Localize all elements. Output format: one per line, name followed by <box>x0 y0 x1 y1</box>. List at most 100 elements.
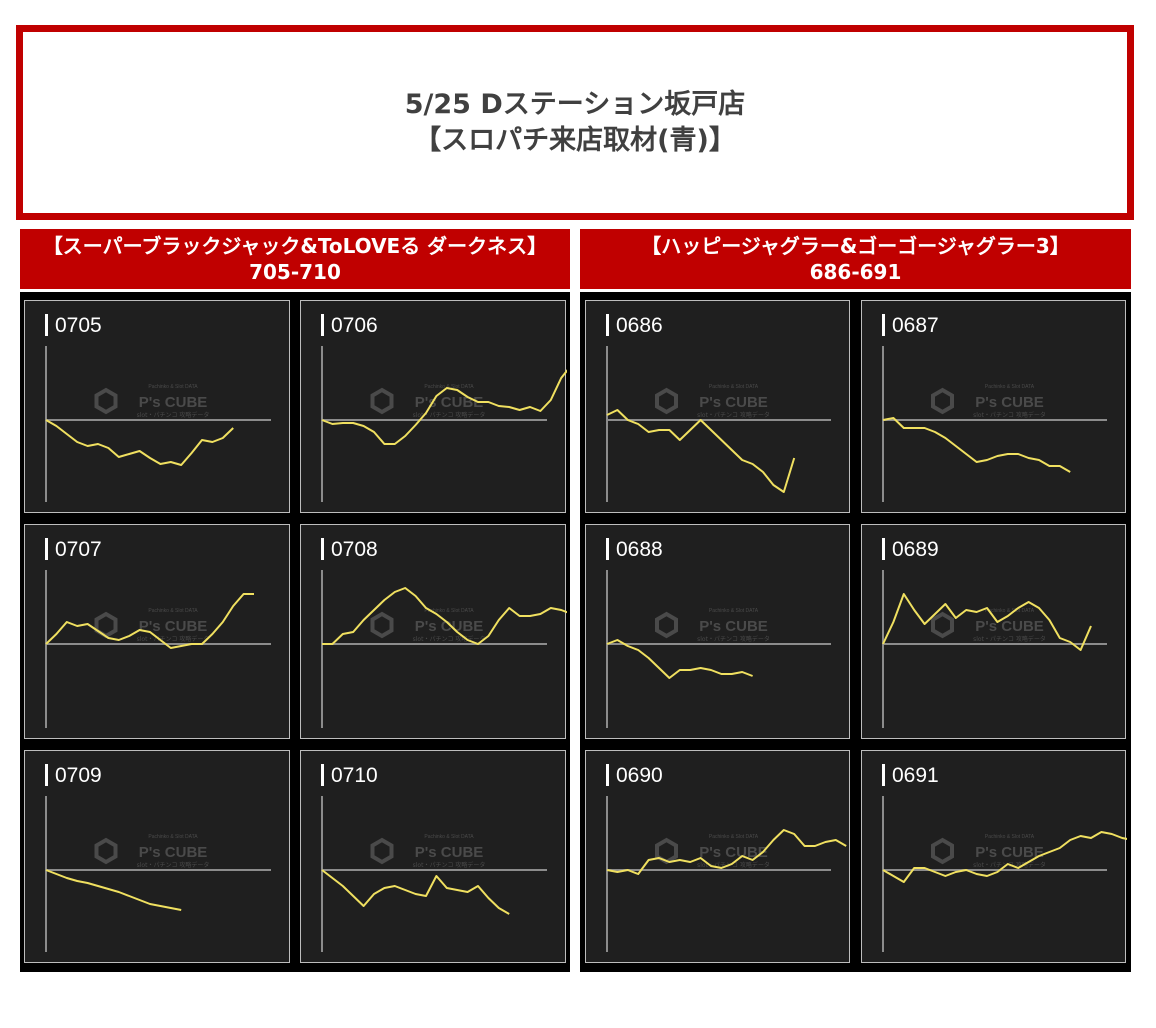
machine-number: 0708 <box>331 538 378 561</box>
chart-panel: Pachinko & Slot DATA P's CUBE slot・パチンコ 攻略… <box>585 300 850 513</box>
cube-logo-icon <box>655 837 678 865</box>
watermark-brand: P's CUBE <box>975 618 1044 635</box>
chart-panel: Pachinko & Slot DATA P's CUBE slot・パチンコ 攻略… <box>585 524 850 739</box>
machine-number: 0705 <box>55 314 102 337</box>
label-marker <box>882 764 885 786</box>
series-line <box>882 593 1092 651</box>
cube-logo-icon <box>370 611 394 639</box>
cube-logo-icon <box>931 387 954 415</box>
watermark-brand: P's CUBE <box>415 618 484 635</box>
cube-logo-icon <box>94 387 118 415</box>
series-line <box>882 417 1071 473</box>
label-marker <box>321 538 324 560</box>
chart-panel: Pachinko & Slot DATA P's CUBE slot・パチンコ 攻略… <box>861 750 1127 963</box>
machine-number: 0707 <box>55 538 102 561</box>
header-title: 5/25 Dステーション坂戸店 <box>404 88 746 120</box>
watermark-sub: slot・パチンコ 攻略データ <box>973 411 1046 419</box>
chart-panel: Pachinko & Slot DATA P's CUBE slot・パチンコ 攻略… <box>24 524 290 739</box>
cube-logo-icon <box>931 611 954 639</box>
cube-logo-icon <box>370 837 394 865</box>
chart-panel: Pachinko & Slot DATA P's CUBE slot・パチンコ 攻略… <box>300 750 566 963</box>
label-marker <box>606 764 609 786</box>
label-marker <box>606 538 609 560</box>
chart-panel: Pachinko & Slot DATA P's CUBE slot・パチンコ 攻略… <box>861 524 1126 739</box>
watermark-sub: slot・パチンコ 攻略データ <box>973 635 1046 643</box>
watermark-sub: slot・パチンコ 攻略データ <box>137 861 210 869</box>
series-line <box>322 587 567 645</box>
label-marker <box>606 314 609 336</box>
machine-number: 0706 <box>331 314 378 337</box>
series-line <box>321 869 510 915</box>
watermark-brand: P's CUBE <box>975 394 1044 411</box>
watermark-small: Pachinko & Slot DATA <box>148 384 198 390</box>
machine-number: 0686 <box>616 314 663 337</box>
watermark-small: Pachinko & Slot DATA <box>985 834 1035 840</box>
series-line <box>606 409 796 493</box>
chart-panel: Pachinko & Slot DATA P's CUBE slot・パチンコ 攻略… <box>24 750 290 963</box>
watermark-sub: slot・パチンコ 攻略データ <box>413 411 486 419</box>
watermark-brand: P's CUBE <box>139 618 208 635</box>
label-marker <box>321 314 324 336</box>
watermark-small: Pachinko & Slot DATA <box>709 834 759 840</box>
watermark-small: Pachinko & Slot DATA <box>985 384 1035 390</box>
chart-panel: Pachinko & Slot DATA P's CUBE slot・パチンコ 攻略… <box>300 524 567 739</box>
watermark-sub: slot・パチンコ 攻略データ <box>697 635 770 643</box>
watermark-brand: P's CUBE <box>415 844 484 861</box>
watermark-sub: slot・パチンコ 攻略データ <box>697 411 770 419</box>
cube-logo-icon <box>655 611 678 639</box>
series-line <box>882 831 1127 883</box>
label-marker <box>882 538 885 560</box>
cube-logo-icon <box>94 837 118 865</box>
group-header-left: 【スーパーブラックジャック&ToLOVEる ダークネス】 705-710 <box>20 229 570 289</box>
series-line <box>606 639 753 679</box>
watermark-brand: P's CUBE <box>139 844 208 861</box>
series-line <box>321 369 567 445</box>
machine-number: 0710 <box>331 764 378 787</box>
watermark-brand: P's CUBE <box>699 394 768 411</box>
label-marker <box>45 314 48 336</box>
group-title: 【スーパーブラックジャック&ToLOVEる ダークネス】 <box>42 234 548 258</box>
group-range: 686-691 <box>809 260 902 284</box>
header-box: 5/25 Dステーション坂戸店 【スロパチ来店取材(青)】 <box>16 25 1134 220</box>
machine-number: 0691 <box>892 764 939 787</box>
machine-number: 0709 <box>55 764 102 787</box>
series-line <box>45 869 182 911</box>
watermark-small: Pachinko & Slot DATA <box>148 834 198 840</box>
machine-number: 0688 <box>616 538 663 561</box>
watermark-small: Pachinko & Slot DATA <box>424 834 474 840</box>
group-range: 705-710 <box>249 260 341 284</box>
label-marker <box>45 538 48 560</box>
watermark-sub: slot・パチンコ 攻略データ <box>137 411 210 419</box>
group-header-right: 【ハッピージャグラー&ゴーゴージャグラー3】 686-691 <box>580 229 1131 289</box>
series-line <box>606 829 847 875</box>
watermark-small: Pachinko & Slot DATA <box>709 384 759 390</box>
chart-panel: Pachinko & Slot DATA P's CUBE slot・パチンコ 攻略… <box>24 300 290 513</box>
machine-number: 0687 <box>892 314 939 337</box>
watermark-brand: P's CUBE <box>699 618 768 635</box>
header-subtitle: 【スロパチ来店取材(青)】 <box>414 124 736 156</box>
series-line <box>45 419 234 466</box>
label-marker <box>45 764 48 786</box>
series-line <box>45 593 254 649</box>
machine-number: 0690 <box>616 764 663 787</box>
